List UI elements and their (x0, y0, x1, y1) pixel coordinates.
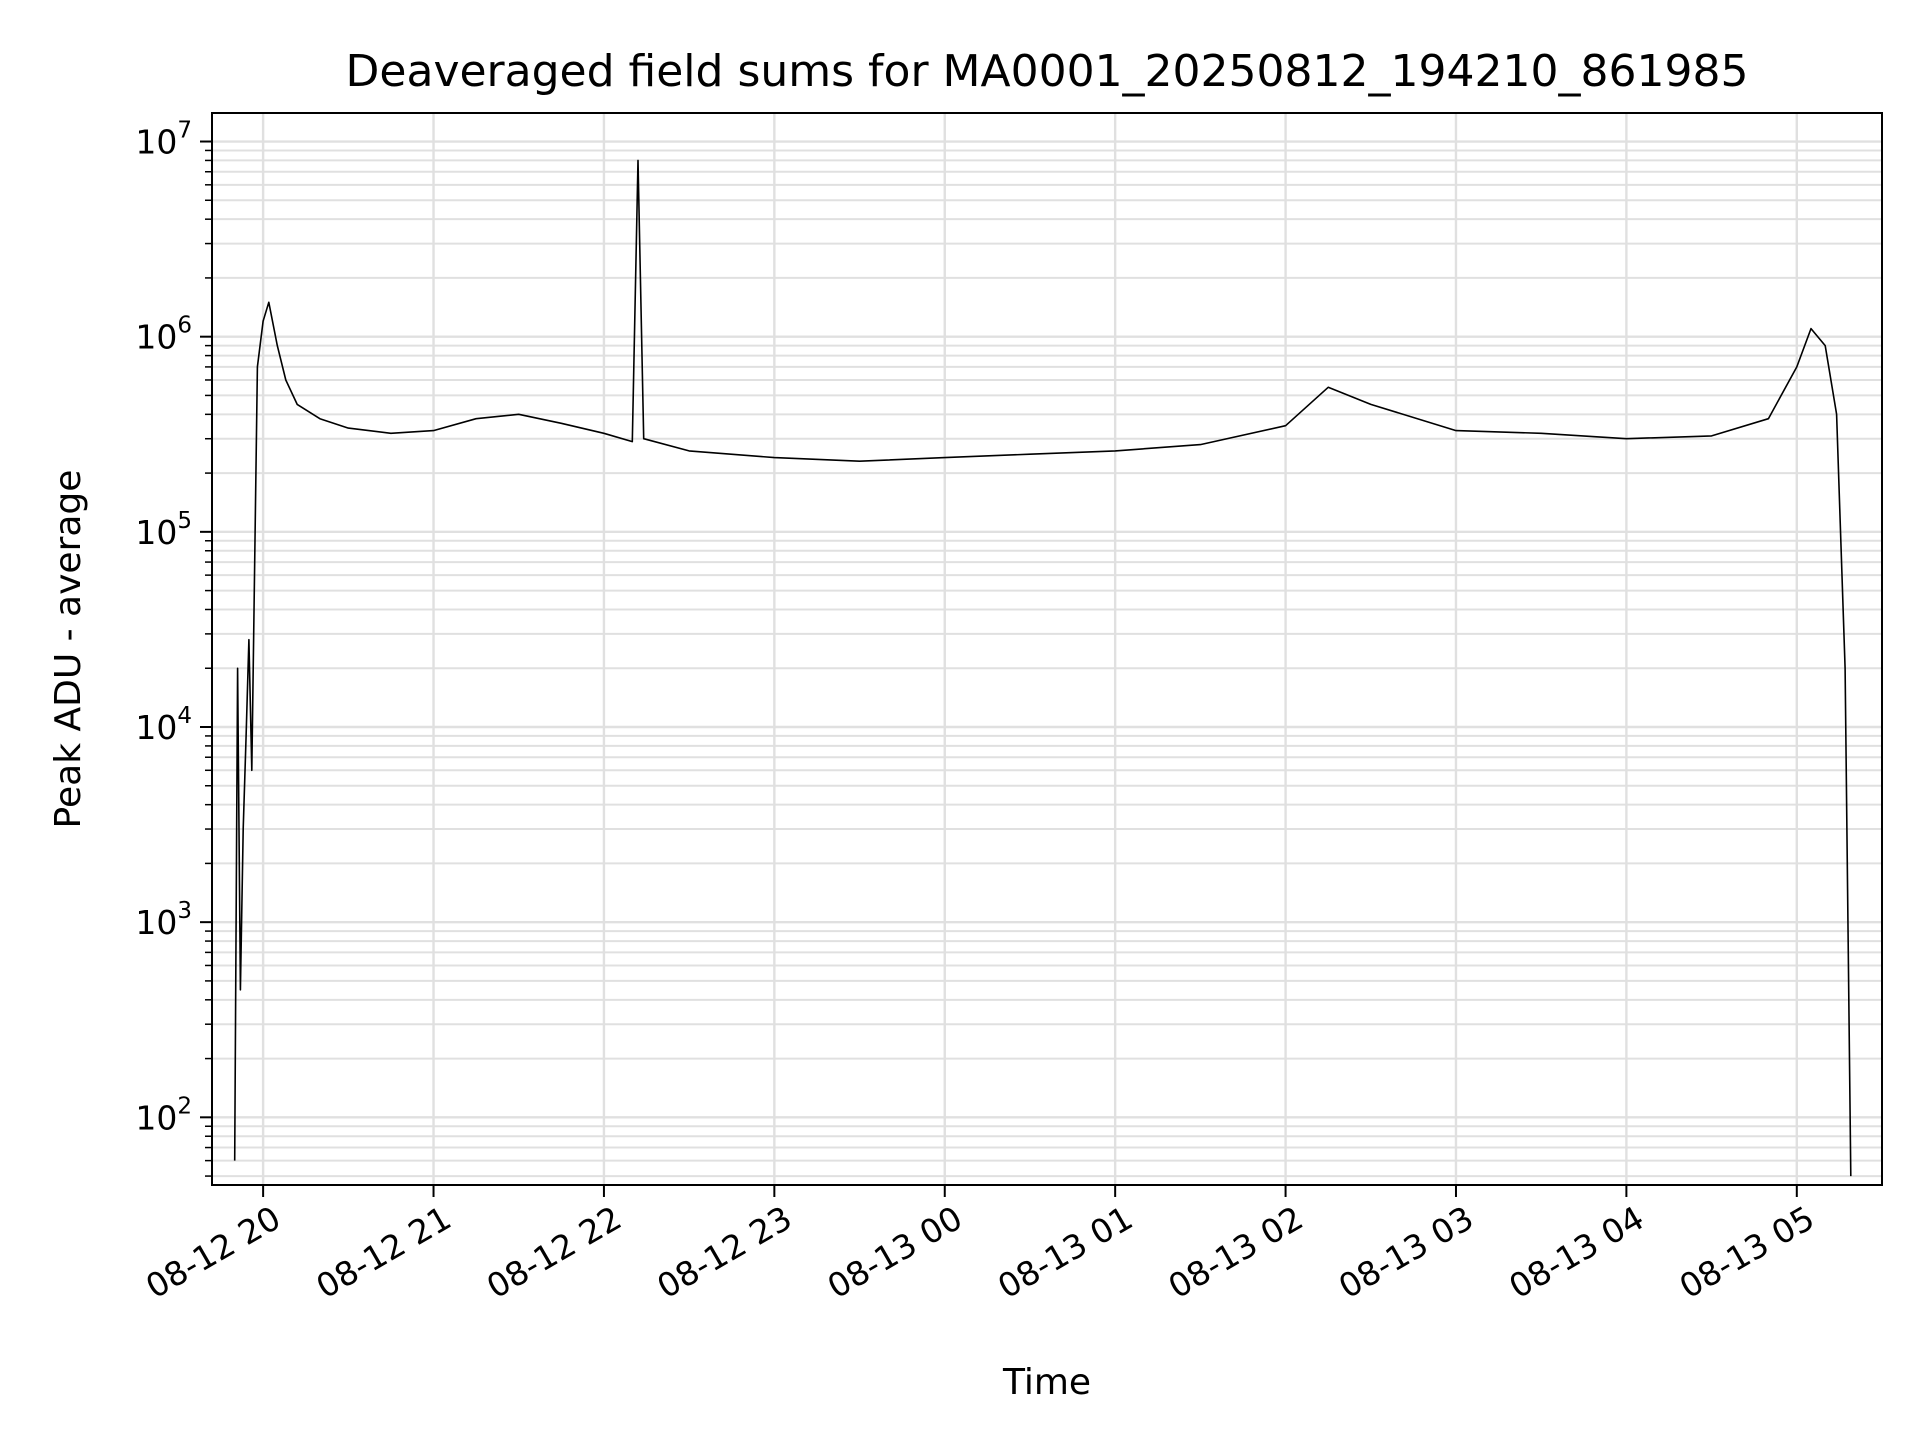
y-tick-label: 102 (135, 1093, 192, 1137)
series-layer (233, 159, 1852, 1177)
series-line (233, 159, 1852, 1177)
y-tick-label: 103 (135, 898, 192, 942)
y-tick-label: 104 (135, 703, 192, 747)
y-tick-label: 106 (135, 313, 192, 357)
y-axis-title: Peak ADU - average (48, 470, 89, 829)
y-tick-label: 105 (135, 508, 192, 552)
chart-title: Deaveraged field sums for MA0001_2025081… (346, 46, 1749, 97)
grid-layer (212, 113, 1882, 1185)
x-axis-title: Time (1002, 1362, 1091, 1403)
plot-frame (211, 112, 1883, 1186)
y-tick-label: 107 (135, 118, 192, 162)
